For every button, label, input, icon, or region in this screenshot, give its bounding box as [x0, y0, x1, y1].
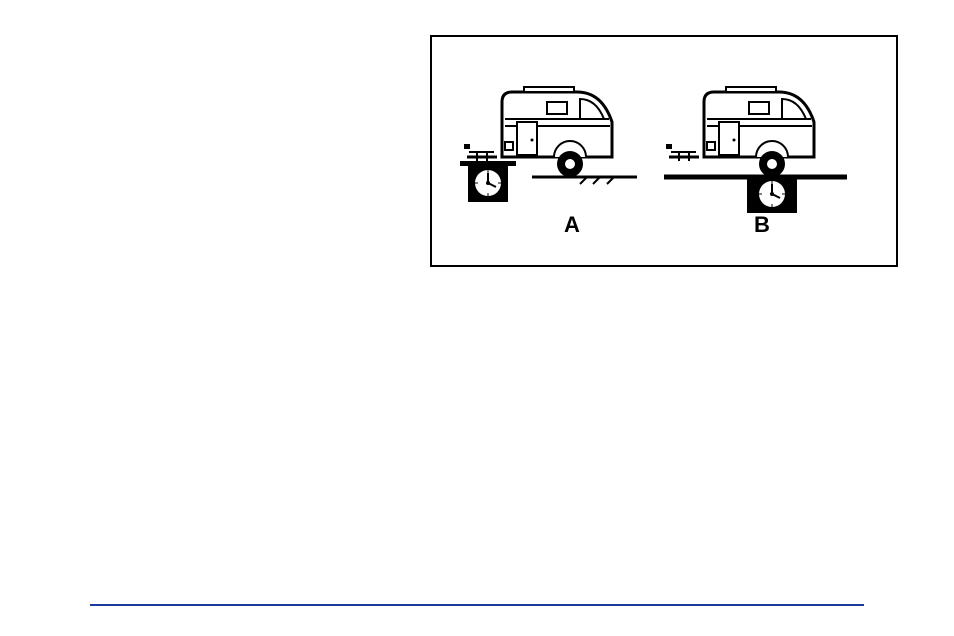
page-rule: [90, 604, 864, 606]
diagram-frame: A B: [430, 35, 898, 267]
trailer-b: [666, 87, 814, 177]
diagram-content: A B: [432, 37, 896, 265]
label-a: A: [564, 212, 580, 238]
scale-a: [460, 161, 516, 202]
scale-b: [747, 177, 797, 213]
label-b: B: [754, 212, 770, 238]
diagram-svg: [432, 37, 900, 269]
